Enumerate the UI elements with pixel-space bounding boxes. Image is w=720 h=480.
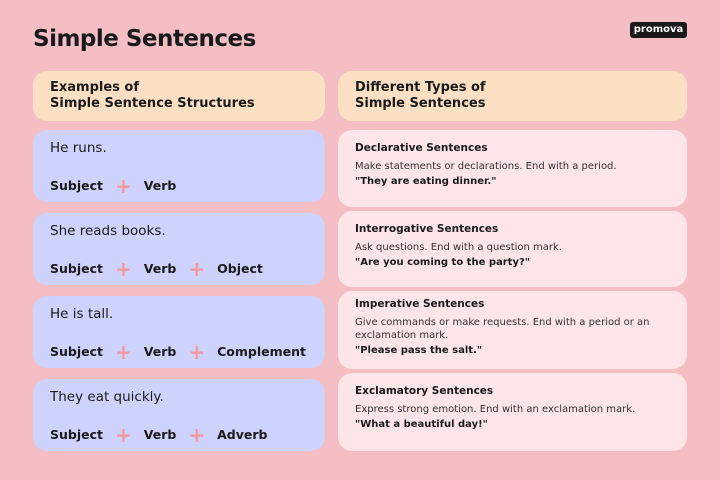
sentence-type-card: Declarative Sentences Make statements or … (338, 130, 687, 207)
plus-icon: + (188, 339, 206, 364)
left-column-header: Examples of Simple Sentence Structures (33, 71, 325, 121)
type-description: Express strong emotion. End with an excl… (355, 404, 636, 415)
header-line: Simple Sentence Structures (50, 96, 255, 111)
page-title: Simple Sentences (33, 26, 256, 52)
promova-logo: promova (630, 22, 687, 38)
example-sentence: He is tall. (50, 306, 114, 322)
type-name: Exclamatory Sentences (355, 385, 494, 397)
sentence-structure: Subject + Verb (50, 173, 308, 198)
structure-part: Verb (143, 344, 177, 359)
sentence-structure: Subject + Verb + Complement (50, 339, 308, 364)
plus-icon: + (188, 256, 206, 281)
type-example: "Please pass the salt." (355, 345, 483, 356)
structure-part: Verb (143, 261, 177, 276)
type-description: Make statements or declarations. End wit… (355, 161, 617, 172)
plus-icon: + (115, 422, 132, 447)
sentence-structure: Subject + Verb + Adverb (50, 422, 308, 447)
structure-part: Subject (50, 261, 103, 276)
example-sentence: He runs. (50, 140, 107, 156)
type-name: Declarative Sentences (355, 142, 488, 154)
plus-icon: + (115, 173, 132, 198)
header-line: Different Types of (355, 80, 486, 95)
header-line: Examples of (50, 80, 140, 95)
header-line: Simple Sentences (355, 96, 486, 111)
example-card: He runs. Subject + Verb (33, 130, 325, 202)
sentence-structure: Subject + Verb + Object (50, 256, 308, 281)
structure-part: Subject (50, 427, 103, 442)
type-name: Imperative Sentences (355, 298, 485, 310)
sentence-type-card: Imperative Sentences Give commands or mak… (338, 291, 687, 369)
structure-part: Subject (50, 344, 103, 359)
structure-part: Verb (143, 178, 177, 193)
type-example: "What a beautiful day!" (355, 419, 488, 430)
plus-icon: + (115, 256, 132, 281)
type-example: "Are you coming to the party?" (355, 257, 530, 268)
structure-part: Verb (143, 427, 177, 442)
example-sentence: They eat quickly. (50, 389, 164, 405)
example-sentence: She reads books. (50, 223, 166, 239)
type-description: Ask questions. End with a question mark. (355, 242, 563, 253)
structure-part: Complement (217, 344, 306, 359)
example-card: They eat quickly. Subject + Verb + Adverb (33, 379, 325, 451)
structure-part: Adverb (217, 427, 268, 442)
example-card: He is tall. Subject + Verb + Complement (33, 296, 325, 368)
plus-icon: + (115, 339, 132, 364)
sentence-type-card: Interrogative Sentences Ask questions. En… (338, 211, 687, 287)
right-column-header: Different Types of Simple Sentences (338, 71, 687, 121)
type-example: "They are eating dinner." (355, 176, 497, 187)
type-description: Give commands or make requests. End with… (355, 317, 650, 341)
structure-part: Object (217, 261, 263, 276)
sentence-type-card: Exclamatory Sentences Express strong emot… (338, 373, 687, 451)
type-name: Interrogative Sentences (355, 223, 499, 235)
structure-part: Subject (50, 178, 103, 193)
example-card: She reads books. Subject + Verb + Object (33, 213, 325, 285)
plus-icon: + (188, 422, 206, 447)
